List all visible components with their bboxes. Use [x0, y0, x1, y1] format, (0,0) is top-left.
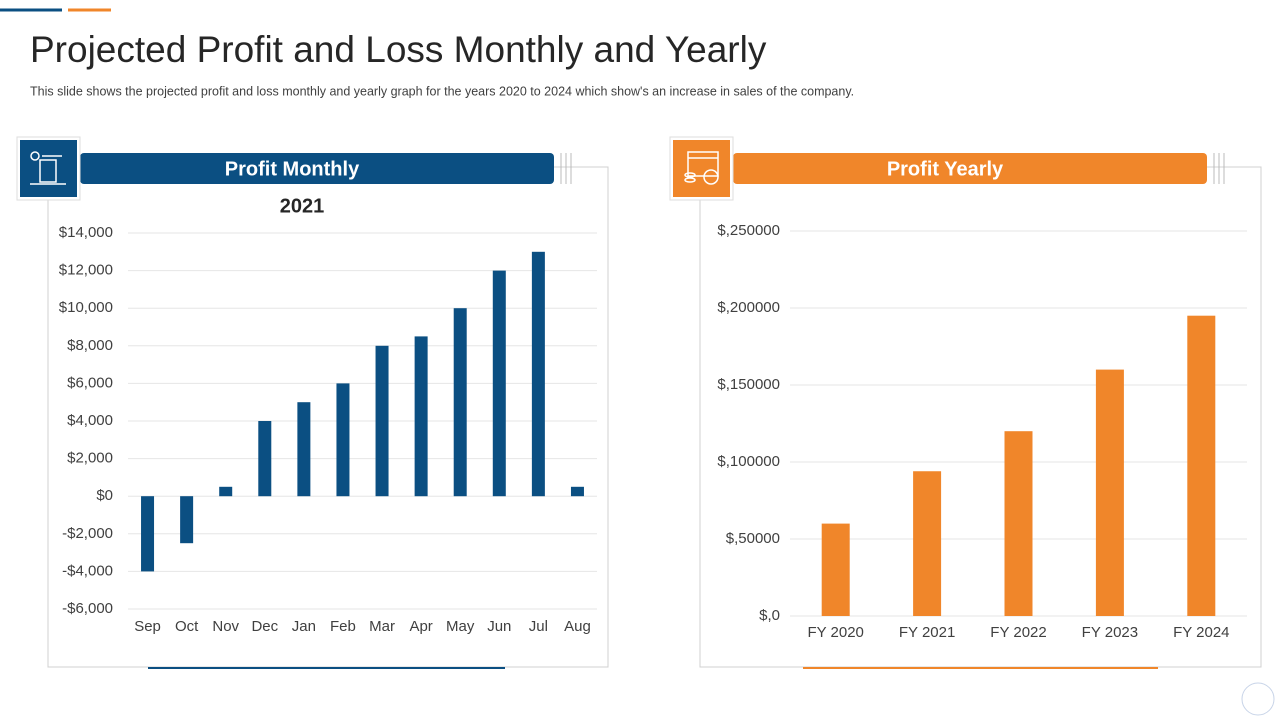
x-tick-label: Jul	[529, 618, 548, 635]
panel-header	[80, 153, 554, 184]
x-tick-label: Aug	[564, 618, 591, 635]
decor-stripes	[1213, 153, 1225, 184]
page-subtitle: This slide shows the projected profit an…	[30, 84, 854, 98]
x-tick-label: FY 2021	[899, 624, 955, 641]
x-tick-label: Jun	[487, 618, 511, 635]
bar	[531, 251, 545, 497]
y-tick-label: -$4,000	[62, 562, 113, 579]
y-tick-label: $0	[96, 487, 113, 504]
bar	[180, 496, 194, 544]
icon-glyph	[30, 151, 66, 185]
bar	[375, 345, 389, 497]
y-tick-label: $,100000	[717, 453, 780, 470]
x-tick-label: Sep	[134, 618, 161, 635]
decor-stripes	[560, 153, 572, 184]
y-tick-label: $,200000	[717, 299, 780, 316]
bar	[297, 402, 311, 497]
y-tick-label: $,0	[759, 607, 780, 624]
y-tick-label: -$2,000	[62, 525, 113, 542]
x-tick-label: Feb	[330, 618, 356, 635]
nav-button[interactable]	[1241, 682, 1275, 716]
x-tick-label: Mar	[369, 618, 395, 635]
x-tick-label: FY 2023	[1082, 624, 1138, 641]
y-tick-label: -$6,000	[62, 600, 113, 617]
bar	[141, 496, 155, 572]
panel-header-text: Profit Yearly	[887, 158, 1004, 180]
bar	[219, 486, 233, 497]
bar	[336, 383, 350, 497]
x-tick-label: Jan	[292, 618, 316, 635]
bar	[913, 471, 942, 616]
y-tick-label: $8,000	[67, 337, 113, 354]
x-tick-label: Apr	[409, 618, 432, 635]
y-tick-label: $12,000	[59, 262, 113, 279]
y-tick-label: $,150000	[717, 376, 780, 393]
x-tick-label: Oct	[175, 618, 199, 635]
panel	[699, 166, 1262, 668]
bar	[1095, 369, 1124, 616]
chart-title: 2021	[280, 195, 325, 217]
x-tick-label: FY 2022	[990, 624, 1046, 641]
icon-glyph	[684, 151, 719, 185]
panel-header-text: Profit Monthly	[225, 158, 360, 180]
bar	[570, 486, 584, 497]
y-tick-label: $,50000	[726, 530, 780, 547]
y-tick-label: $10,000	[59, 299, 113, 316]
bar	[414, 336, 428, 497]
bar	[1187, 315, 1216, 616]
x-tick-label: FY 2020	[807, 624, 863, 641]
y-tick-label: $4,000	[67, 412, 113, 429]
icon	[20, 140, 77, 197]
page-title: Projected Profit and Loss Monthly and Ye…	[30, 29, 767, 70]
x-tick-label: FY 2024	[1173, 624, 1229, 641]
bar	[258, 421, 272, 497]
y-tick-label: $,250000	[717, 222, 780, 239]
y-tick-label: $2,000	[67, 450, 113, 467]
panel-header	[733, 153, 1207, 184]
bar	[453, 308, 467, 497]
x-tick-label: Dec	[251, 618, 278, 635]
y-tick-label: $14,000	[59, 224, 113, 241]
bar	[1004, 431, 1033, 616]
bar	[821, 523, 850, 616]
panel	[47, 166, 609, 668]
y-tick-label: $6,000	[67, 374, 113, 391]
bar	[492, 270, 506, 497]
icon	[673, 140, 730, 197]
x-tick-label: May	[446, 618, 475, 635]
x-tick-label: Nov	[212, 618, 239, 635]
